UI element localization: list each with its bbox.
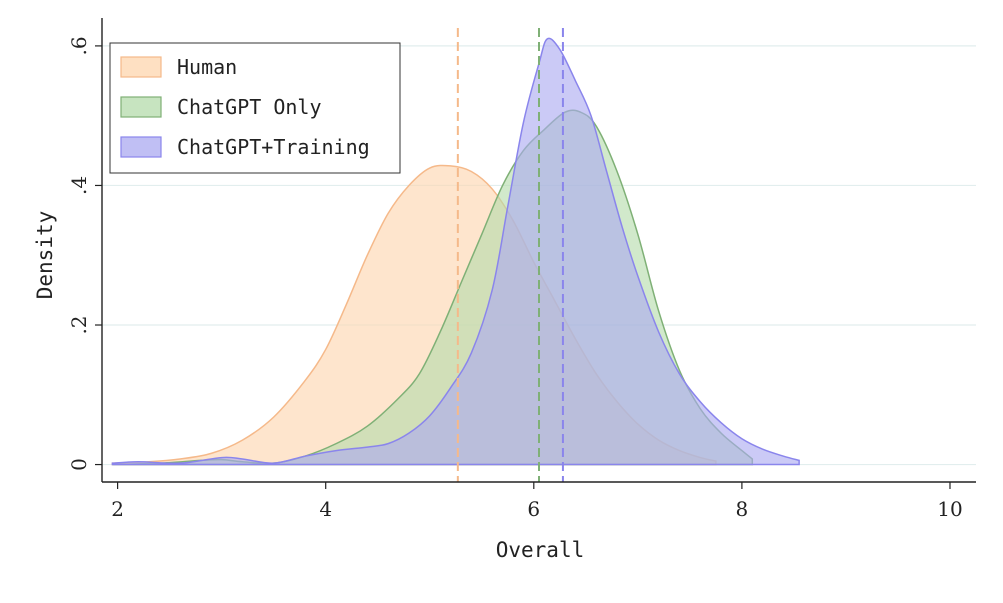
density-area-2: [111, 37, 800, 466]
legend-swatch: [120, 136, 162, 158]
legend-label: Human: [177, 55, 237, 79]
x-ticks: 2 4 6 8 10: [111, 482, 963, 521]
y-tick-label: .4: [67, 176, 91, 195]
legend-swatch: [120, 96, 162, 118]
x-tick-label: 4: [319, 497, 332, 521]
y-ticks: 0 .2 .4 .6: [67, 36, 102, 471]
legend-label: ChatGPT+Training: [177, 135, 370, 159]
x-tick-label: 2: [111, 497, 124, 521]
x-tick-label: 8: [736, 497, 749, 521]
x-tick-label: 10: [937, 497, 962, 521]
density-areas: [111, 37, 800, 466]
legend-swatch: [120, 56, 162, 78]
legend-label: ChatGPT Only: [177, 95, 322, 119]
y-tick-label: .2: [67, 315, 91, 334]
y-tick-label: .6: [67, 36, 91, 55]
legend: Human ChatGPT Only ChatGPT+Training: [109, 42, 401, 174]
y-axis-title: Density: [33, 211, 57, 300]
y-tick-label: 0: [67, 458, 91, 471]
x-axis-title: Overall: [496, 538, 585, 562]
axes: [101, 18, 976, 483]
mean-lines: [456, 28, 564, 482]
x-tick-label: 6: [527, 497, 540, 521]
